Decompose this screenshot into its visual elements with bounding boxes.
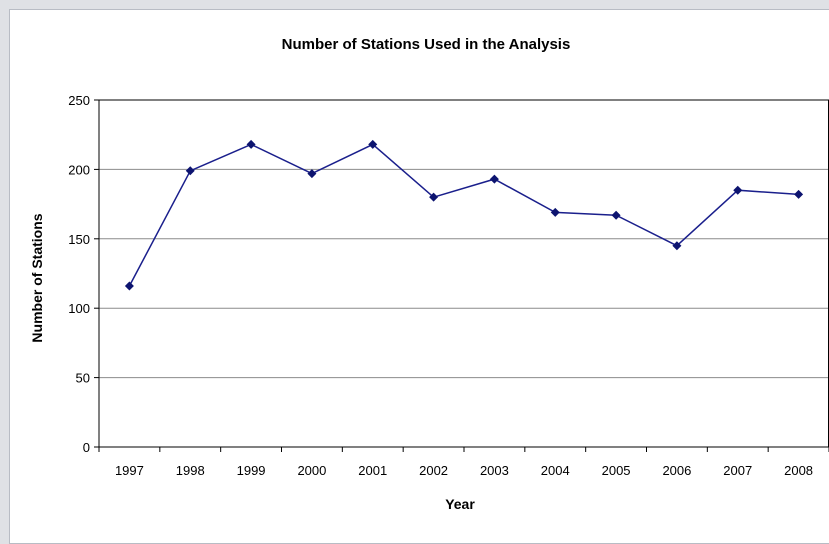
y-tick-label: 250 bbox=[68, 93, 90, 108]
x-tick-label: 2003 bbox=[480, 463, 509, 478]
x-tick-label: 2007 bbox=[723, 463, 752, 478]
x-tick-label: 2000 bbox=[297, 463, 326, 478]
gridlines bbox=[99, 99, 829, 379]
chart-title: Number of Stations Used in the Analysis bbox=[282, 36, 571, 53]
x-tick-label: 2008 bbox=[784, 463, 813, 478]
x-tick-label: 1997 bbox=[115, 463, 144, 478]
x-tick-label: 1998 bbox=[176, 463, 205, 478]
x-tick-label: 2006 bbox=[662, 463, 691, 478]
data-point-marker bbox=[794, 189, 804, 199]
y-axis-title: Number of Stations bbox=[29, 213, 45, 342]
y-tick-label: 200 bbox=[68, 162, 90, 177]
data-point-marker bbox=[611, 210, 621, 220]
y-tick-label: 50 bbox=[76, 371, 90, 386]
data-point-marker bbox=[489, 174, 499, 184]
data-point-marker bbox=[550, 207, 560, 217]
series-line-layer bbox=[128, 143, 799, 287]
y-tick-label: 150 bbox=[68, 232, 90, 247]
chart-frame bbox=[9, 9, 829, 544]
y-tick-label: 100 bbox=[68, 301, 90, 316]
data-point-marker bbox=[672, 241, 682, 251]
tick-labels: 0 50 100 150 200 250 1997 1998 1999 2000 2001 2002 2… bbox=[68, 93, 813, 478]
y-tick-label: 0 bbox=[83, 440, 90, 455]
x-axis-title: Year bbox=[445, 496, 475, 512]
data-markers bbox=[124, 139, 804, 291]
line-chart: Number of Stations Used in the Analysis … bbox=[29, 36, 829, 512]
axes bbox=[94, 99, 829, 452]
data-point-marker bbox=[124, 281, 134, 291]
data-point-marker bbox=[733, 185, 743, 195]
x-tick-label: 2001 bbox=[358, 463, 387, 478]
data-point-marker bbox=[246, 139, 256, 149]
data-point-marker bbox=[307, 169, 317, 179]
series-line bbox=[128, 143, 799, 287]
data-point-marker bbox=[368, 139, 378, 149]
x-tick-label: 2005 bbox=[602, 463, 631, 478]
data-point-marker bbox=[185, 166, 195, 176]
x-tick-label: 1999 bbox=[237, 463, 266, 478]
data-point-marker bbox=[429, 192, 439, 202]
x-tick-label: 2004 bbox=[541, 463, 570, 478]
x-tick-label: 2002 bbox=[419, 463, 448, 478]
